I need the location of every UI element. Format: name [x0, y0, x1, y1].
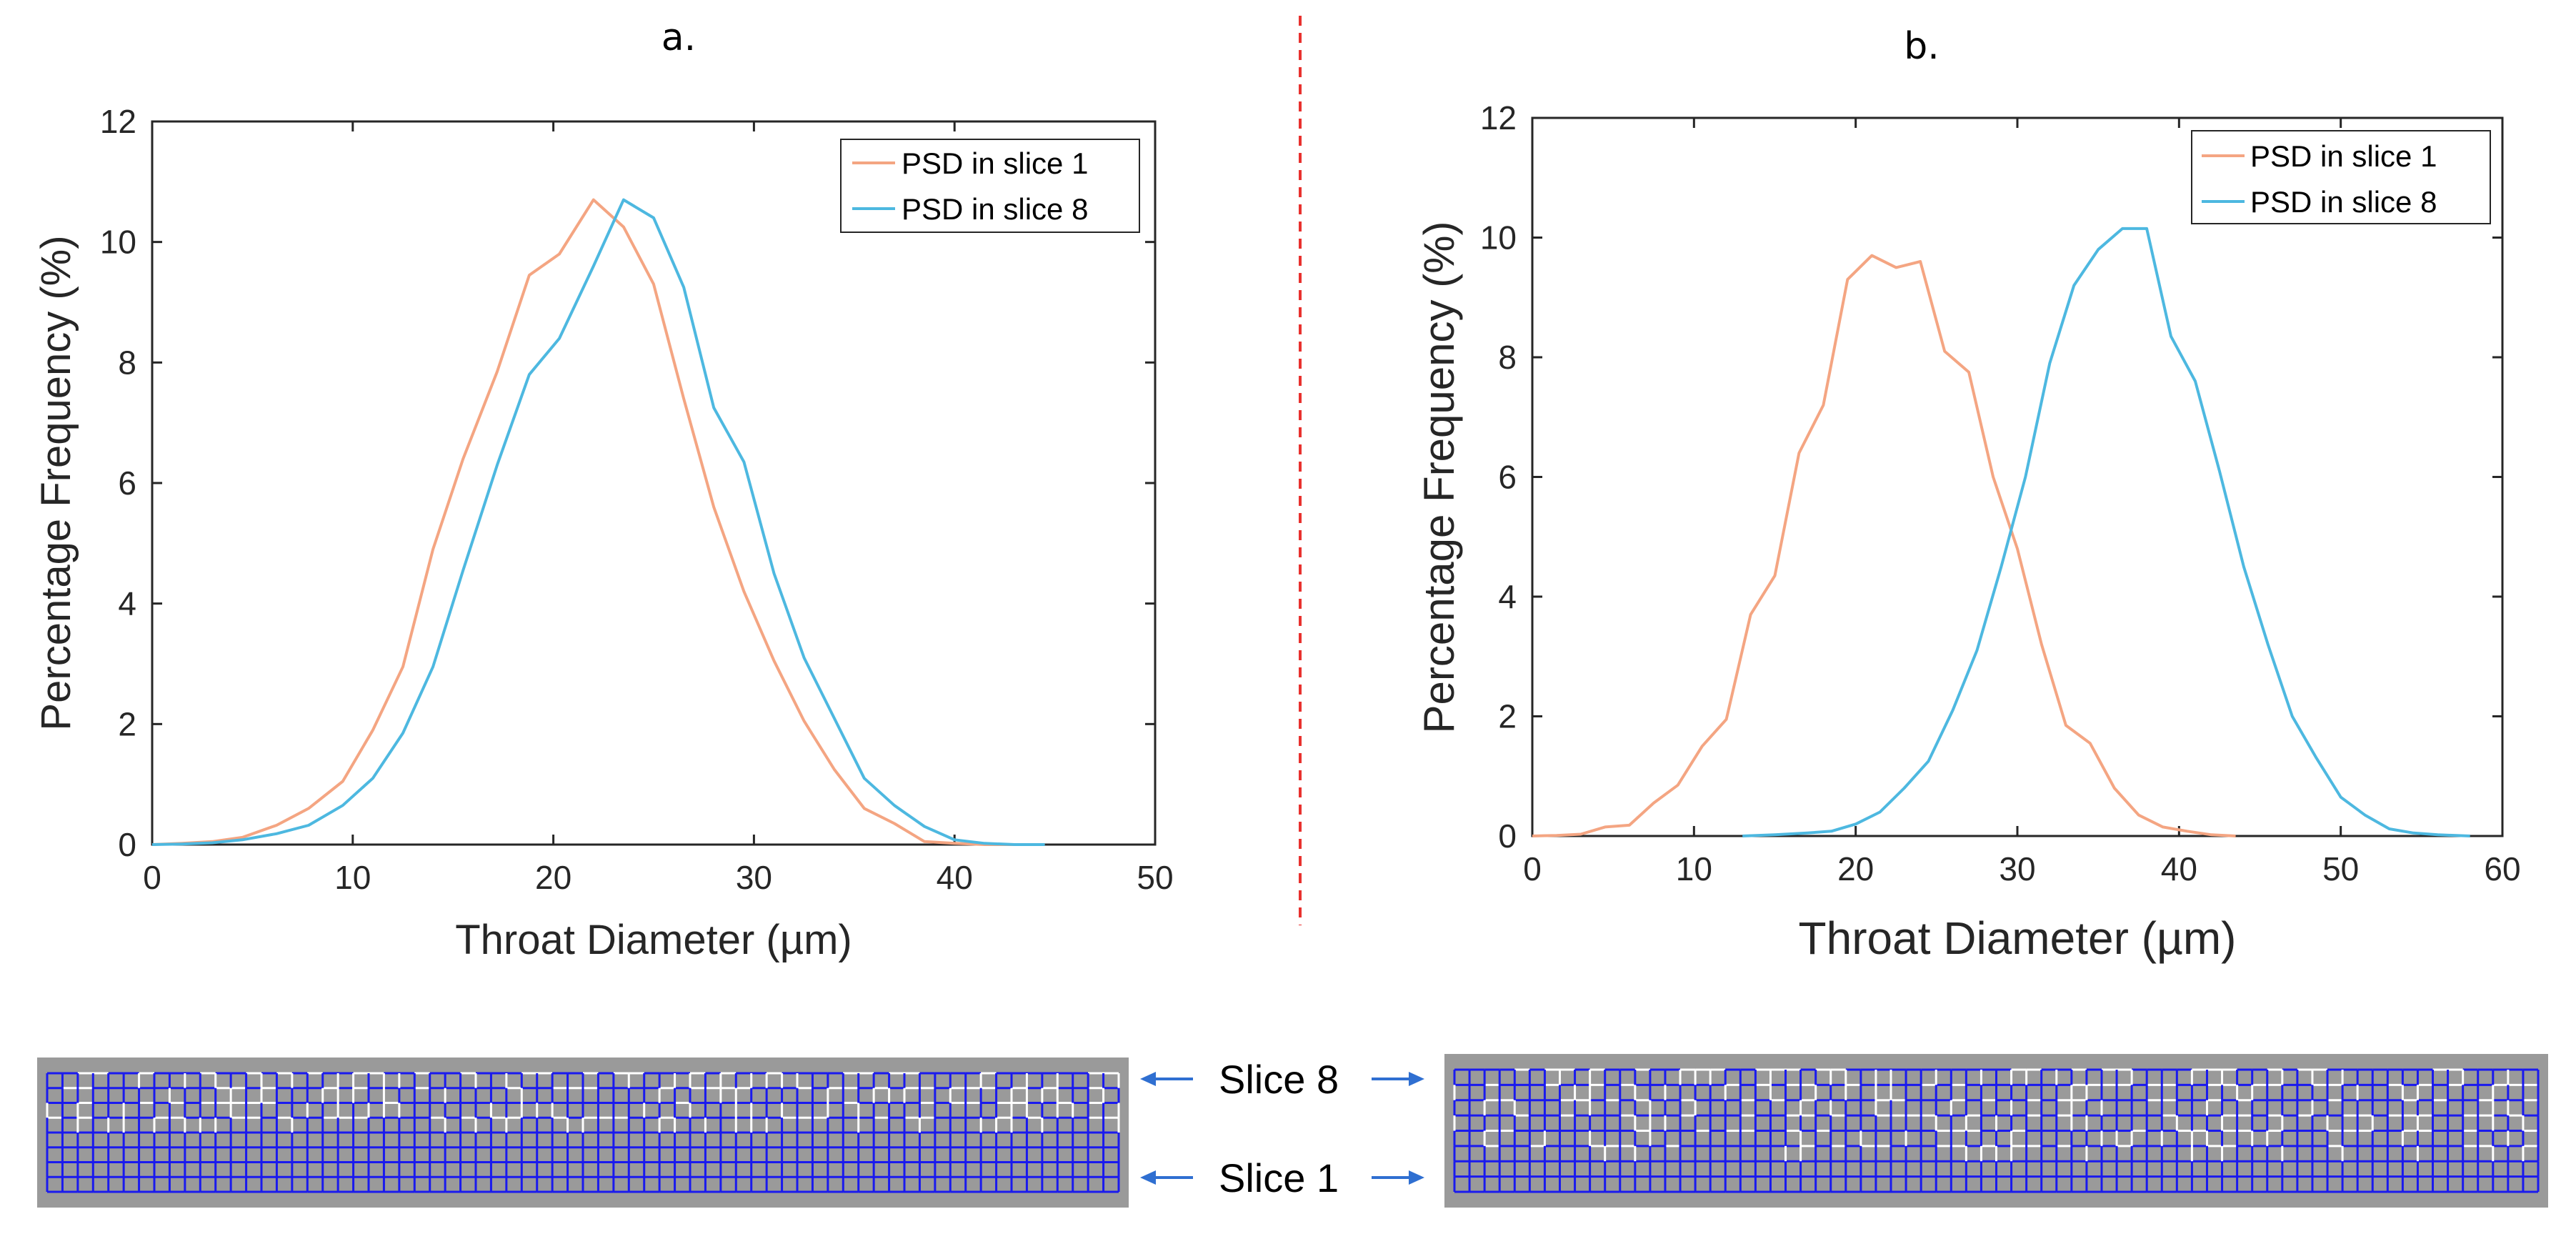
legend-entry-slice1-a: PSD in slice 1 — [902, 146, 1088, 180]
series-line-slice8 — [151, 198, 1045, 846]
network-grid-image-a — [37, 1058, 1129, 1208]
x-tick-label: 10 — [334, 859, 371, 896]
arrowhead-slice1-left — [1140, 1170, 1156, 1185]
slice-annotations: Slice 8 Slice 1 — [1140, 1057, 1424, 1200]
x-tick-label: 60 — [2484, 850, 2520, 887]
ticks-b: 0 10 20 30 40 50 60 0 2 4 6 8 10 12 — [1480, 99, 2521, 887]
arrowhead-slice8-left — [1140, 1072, 1156, 1086]
y-tick-label: 8 — [118, 344, 136, 381]
chart-panel-b: b. 0 10 20 30 40 50 60 0 2 4 6 8 10 12 Throat Diamete… — [1415, 25, 2521, 964]
series-line-slice1 — [151, 198, 1045, 846]
y-tick-label: 10 — [1480, 219, 1517, 257]
y-tick-label: 0 — [1498, 817, 1517, 855]
legend-b: PSD in slice 1 PSD in slice 8 — [2191, 130, 2491, 224]
slice-1-label: Slice 1 — [1219, 1155, 1339, 1200]
y-tick-label: 6 — [1498, 459, 1517, 496]
x-tick-label: 30 — [1999, 850, 2035, 887]
arrowhead-slice1-right — [1409, 1170, 1424, 1185]
y-tick-label: 4 — [1498, 578, 1517, 615]
x-tick-label: 20 — [1837, 850, 1874, 887]
x-tick-label: 0 — [143, 859, 161, 896]
y-axis-label-b: Percentage Frequency (%) — [1415, 221, 1463, 733]
chart-panel-a: a. 0 10 20 30 40 50 0 2 4 6 8 10 12 Throat Diameter … — [33, 16, 1174, 963]
x-tick-label: 50 — [2322, 850, 2359, 887]
ticks-a: 0 10 20 30 40 50 0 2 4 6 8 10 12 — [100, 103, 1174, 896]
series-line-slice8 — [1742, 227, 2470, 837]
legend-box-b — [2191, 130, 2491, 224]
x-axis-label-a: Throat Diameter (µm) — [455, 917, 852, 963]
y-tick-label: 2 — [1498, 698, 1517, 735]
plot-frame-a — [151, 120, 1157, 846]
legend-entry-slice1-b: PSD in slice 1 — [2250, 139, 2437, 173]
y-tick-label: 0 — [118, 826, 136, 863]
x-axis-label-b: Throat Diameter (µm) — [1799, 912, 2237, 964]
legend-entry-slice8-a: PSD in slice 8 — [902, 192, 1088, 226]
panel-label-b: b. — [1904, 25, 1940, 68]
y-tick-label: 4 — [118, 585, 136, 622]
x-tick-label: 40 — [937, 859, 973, 896]
series-line-slice1 — [1532, 254, 2236, 837]
legend-entry-slice8-b: PSD in slice 8 — [2250, 185, 2437, 219]
series-group-a — [151, 198, 1045, 846]
y-tick-label: 2 — [118, 705, 136, 742]
y-tick-label: 8 — [1498, 339, 1517, 376]
panel-label-a: a. — [662, 16, 696, 59]
y-tick-label: 10 — [100, 224, 136, 261]
network-grid-image-b — [1444, 1054, 2548, 1208]
y-tick-label: 6 — [118, 464, 136, 502]
slice-8-label: Slice 8 — [1219, 1057, 1339, 1102]
y-tick-label: 12 — [1480, 99, 1517, 136]
y-axis-label-a: Percentage Frequency (%) — [33, 235, 79, 730]
x-tick-label: 30 — [736, 859, 772, 896]
x-tick-label: 0 — [1523, 850, 1542, 887]
legend-a: PSD in slice 1 PSD in slice 8 — [840, 139, 1140, 233]
x-tick-label: 50 — [1137, 859, 1173, 896]
x-tick-label: 40 — [2161, 850, 2197, 887]
y-tick-label: 12 — [100, 103, 136, 140]
plot-frame-b — [1531, 116, 2504, 837]
x-tick-label: 20 — [535, 859, 571, 896]
legend-box-a — [840, 139, 1140, 233]
arrowhead-slice8-right — [1409, 1072, 1424, 1086]
x-tick-label: 10 — [1676, 850, 1712, 887]
series-group-b — [1532, 227, 2470, 837]
